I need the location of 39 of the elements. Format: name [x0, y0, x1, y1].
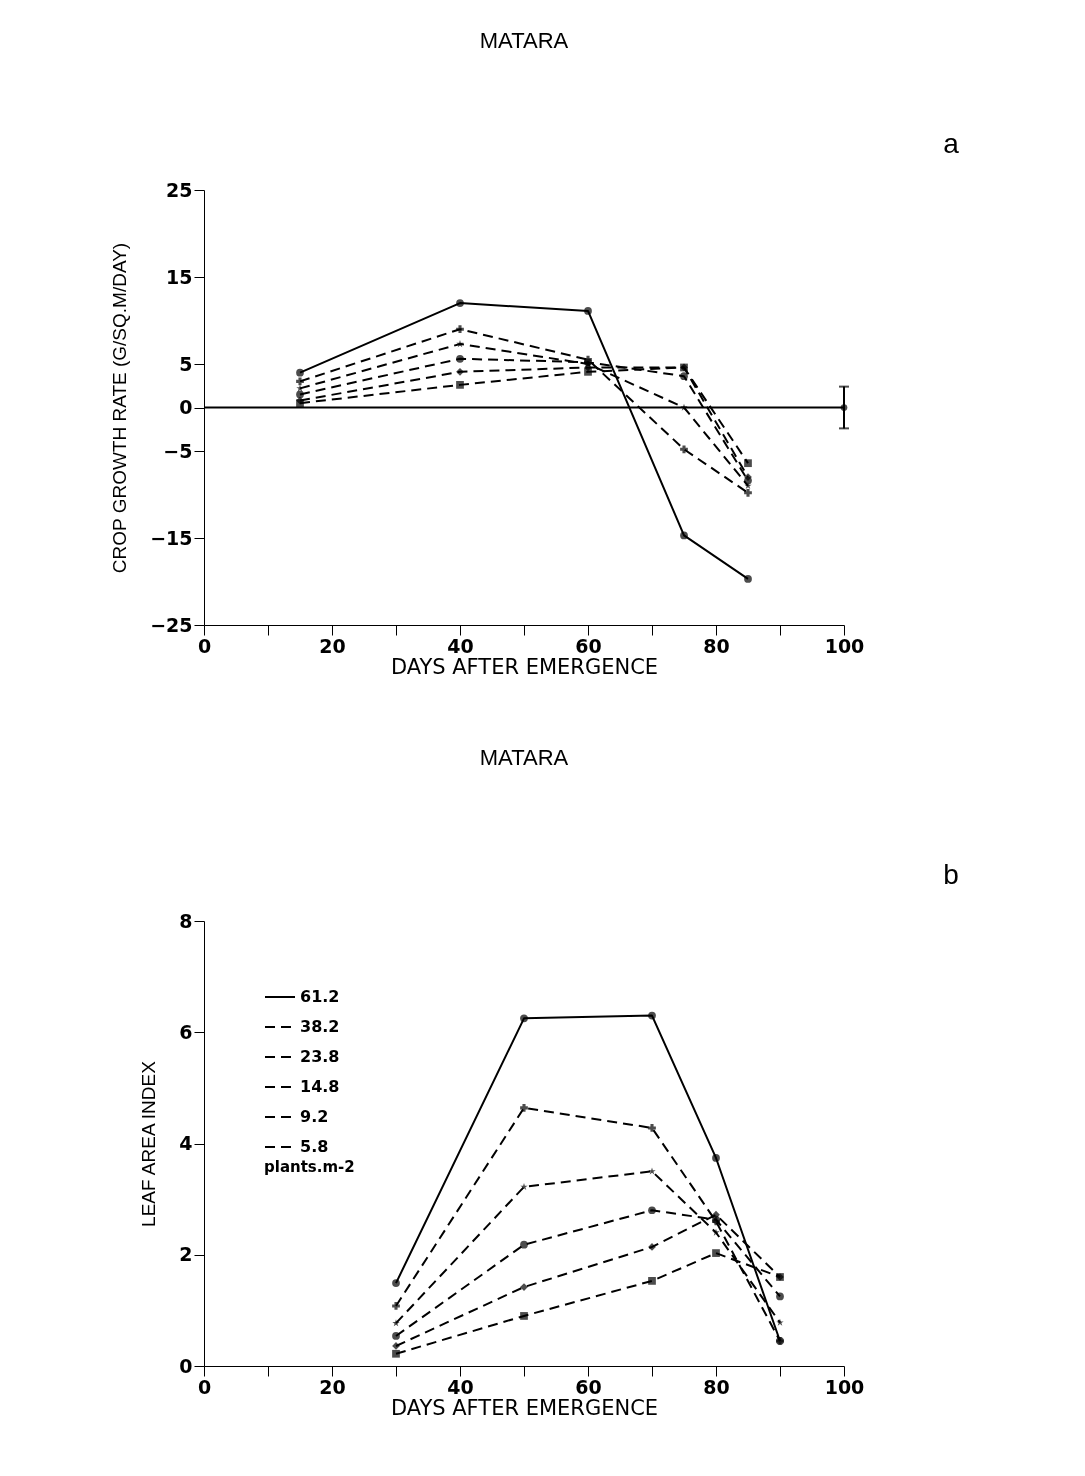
- x-tick-label: 60: [575, 634, 602, 657]
- text: a: [943, 128, 960, 159]
- y-tick-label: 0: [179, 396, 193, 418]
- x-axis-title: DAYS AFTER EMERGENCE: [390, 1395, 659, 1420]
- text: b: [943, 859, 959, 890]
- y-tick-label: 0: [179, 1354, 193, 1377]
- chart-title: MATARA: [479, 745, 569, 770]
- y-tick-label: 25: [166, 178, 193, 201]
- x-tick-label: 100: [824, 634, 865, 657]
- legend-label: 9.2: [300, 1107, 329, 1126]
- y-axis-title: LEAF AREA INDEX: [138, 1060, 160, 1227]
- legend-label: 14.8: [300, 1077, 340, 1096]
- x-tick-label: 0: [197, 634, 212, 657]
- y-tick-label: −15: [150, 526, 193, 549]
- legend-label: 61.2: [300, 987, 340, 1006]
- y-tick-label: 8: [179, 909, 193, 932]
- y-tick-label: 4: [179, 1132, 193, 1154]
- y-tick-label: −25: [150, 613, 193, 636]
- x-tick-label: 40: [447, 1375, 474, 1398]
- y-tick-label: 5: [179, 352, 193, 375]
- x-tick-label: 20: [319, 634, 346, 657]
- x-axis-title: DAYS AFTER EMERGENCE: [390, 654, 659, 679]
- y-axis-title: CROP GROWTH RATE (G/SQ.M/DAY): [109, 242, 131, 574]
- x-tick-label: 40: [447, 634, 474, 657]
- legend-label: 5.8: [300, 1137, 329, 1156]
- y-tick-label: −5: [163, 439, 193, 462]
- y-tick-label: 6: [179, 1020, 193, 1043]
- x-tick-label: 0: [197, 1375, 212, 1398]
- x-tick-label: 80: [703, 634, 730, 657]
- legend-label: 23.8: [300, 1047, 340, 1066]
- legend-title: plants.m-2: [264, 1158, 355, 1176]
- chart-title: MATARA: [479, 28, 569, 53]
- x-tick-label: 20: [319, 1375, 346, 1398]
- y-tick-label: 15: [166, 265, 193, 288]
- x-tick-label: 100: [824, 1375, 865, 1398]
- x-tick-label: 80: [703, 1375, 730, 1398]
- x-tick-label: 60: [575, 1375, 602, 1398]
- legend-label: 38.2: [300, 1017, 340, 1036]
- y-tick-label: 2: [179, 1243, 193, 1266]
